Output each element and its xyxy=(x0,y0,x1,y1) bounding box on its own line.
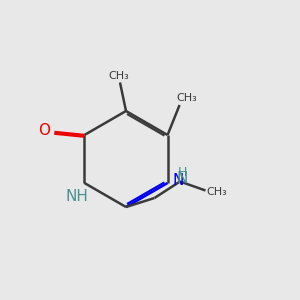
Text: N: N xyxy=(172,172,184,188)
Text: CH₃: CH₃ xyxy=(108,71,129,81)
Text: H: H xyxy=(178,166,187,179)
Text: CH₃: CH₃ xyxy=(206,187,227,197)
Text: NH: NH xyxy=(65,189,88,204)
Text: CH₃: CH₃ xyxy=(177,93,197,103)
Text: N: N xyxy=(177,171,188,186)
Text: O: O xyxy=(38,123,50,138)
